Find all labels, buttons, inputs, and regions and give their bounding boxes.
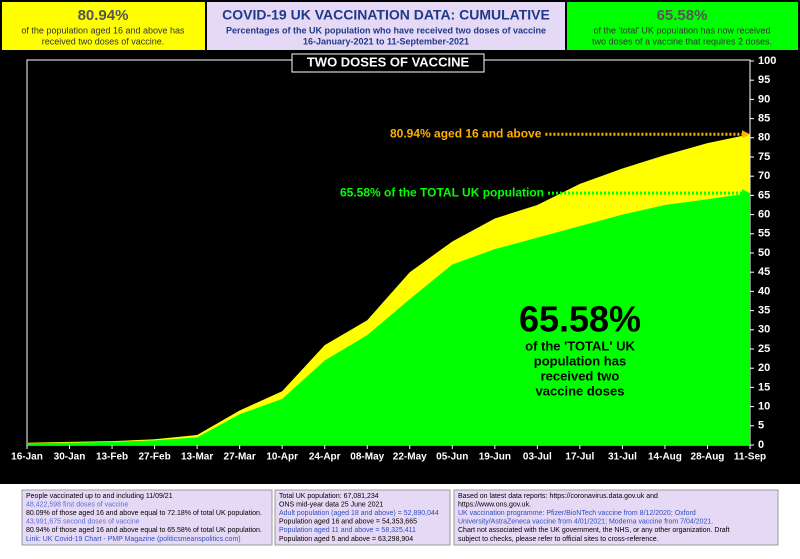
footer-text: https://www.ons.gov.uk.	[458, 501, 531, 508]
footer-text: Chart not associated with the UK governm…	[458, 527, 730, 534]
y-tick-label: 75	[758, 151, 770, 163]
footer-text: UK vaccination programme: Pfizer/BioNTec…	[458, 510, 696, 517]
footer-text: 80.09% of those aged 16 and above equal …	[26, 510, 262, 517]
footer-text: Adult population (aged 18 and above) = 5…	[279, 510, 439, 517]
x-tick-label: 22-May	[393, 452, 427, 463]
footer-text: University/AstraZeneca vaccine from 4/01…	[458, 519, 713, 526]
chart-title: COVID-19 UK VACCINATION DATA: CUMULATIVE	[222, 7, 550, 23]
big-text: vaccine doses	[536, 383, 625, 398]
header-text: of the population aged 16 and above has	[21, 25, 185, 35]
y-tick-label: 60	[758, 209, 770, 221]
x-tick-label: 19-Jun	[479, 452, 511, 463]
y-tick-label: 70	[758, 170, 770, 182]
y-tick-label: 40	[758, 285, 770, 297]
y-tick-label: 85	[758, 113, 770, 125]
footer-box	[21, 489, 273, 546]
annotation: 80.94% aged 16 and above	[390, 126, 542, 140]
y-tick-label: 45	[758, 266, 770, 278]
header-value: 65.58%	[657, 7, 708, 24]
chart-subtitle: Percentages of the UK population who hav…	[226, 25, 546, 35]
y-tick-label: 30	[758, 324, 770, 336]
y-tick-label: 15	[758, 381, 770, 393]
header-left	[2, 2, 205, 50]
header-value: 80.94%	[78, 7, 129, 24]
footer-text: 48,422,598 first doses of vaccine	[26, 501, 128, 508]
x-tick-label: 17-Jul	[565, 452, 594, 463]
y-tick-label: 80	[758, 132, 770, 144]
arrow-head	[742, 130, 750, 139]
x-tick-label: 03-Jul	[523, 452, 552, 463]
footer-box	[274, 489, 451, 546]
x-tick-label: 13-Feb	[96, 452, 128, 463]
y-tick-label: 10	[758, 401, 770, 413]
x-tick-label: 24-Apr	[309, 452, 341, 463]
header-right	[567, 2, 798, 50]
footer-text: Link: UK Covid-19 Chart - PMP Magazine (…	[26, 536, 241, 543]
footer-text: 80.94% of those aged 16 and above equal …	[26, 527, 262, 534]
date-range: 16-January-2021 to 11-September-2021	[303, 36, 469, 46]
y-tick-label: 95	[758, 74, 770, 86]
header-text: of the 'total' UK population has now rec…	[593, 25, 770, 35]
x-tick-label: 16-Jan	[11, 452, 43, 463]
big-text: received two	[541, 368, 620, 383]
x-tick-label: 13-Mar	[181, 452, 213, 463]
footer-text: People vaccinated up to and including 11…	[26, 493, 173, 500]
arrow-head	[742, 189, 750, 198]
footer-text: Based on latest data reports: https://co…	[458, 493, 658, 500]
y-tick-label: 25	[758, 343, 770, 355]
x-tick-label: 28-Aug	[691, 452, 725, 463]
x-tick-label: 30-Jan	[54, 452, 86, 463]
y-tick-label: 5	[758, 420, 764, 432]
header-text: received two doses of vaccine.	[42, 36, 165, 46]
panel-title: TWO DOSES OF VACCINE	[307, 54, 470, 69]
y-tick-label: 90	[758, 93, 770, 105]
area	[27, 193, 750, 445]
footer-box	[453, 489, 779, 546]
footer-text: Total UK population: 67,081,234	[279, 493, 379, 500]
x-tick-label: 08-May	[350, 452, 384, 463]
footer-text: 43,991,675 second doses of vaccine	[26, 519, 140, 526]
x-tick-label: 27-Mar	[224, 452, 256, 463]
y-tick-label: 0	[758, 439, 764, 451]
footer-text: ONS mid-year data 25 June 2021	[279, 501, 383, 508]
big-number: 65.58%	[519, 299, 641, 340]
y-tick-label: 65	[758, 189, 770, 201]
header-text: two doses of a vaccine that requires 2 d…	[592, 36, 772, 46]
y-tick-label: 35	[758, 305, 770, 317]
x-tick-label: 27-Feb	[138, 452, 170, 463]
x-tick-label: 10-Apr	[266, 452, 298, 463]
big-text: of the 'TOTAL' UK	[525, 338, 635, 353]
y-tick-label: 100	[758, 55, 776, 67]
x-tick-label: 31-Jul	[608, 452, 637, 463]
big-text: population has	[534, 353, 626, 368]
footer-text: Population aged 16 and above = 54,353,66…	[279, 519, 417, 526]
x-tick-label: 05-Jun	[436, 452, 468, 463]
footer-text: Population aged 5 and above = 63,298,904	[279, 536, 413, 543]
footer-text: subject to checks, please refer to offic…	[458, 536, 659, 543]
y-tick-label: 50	[758, 247, 770, 259]
x-tick-label: 14-Aug	[648, 452, 682, 463]
footer-text: Population aged 11 and above = 58,325,41…	[279, 527, 416, 534]
x-tick-label: 11-Sep	[734, 452, 766, 463]
y-tick-label: 20	[758, 362, 770, 374]
panel-title-box	[291, 53, 485, 73]
y-tick-label: 55	[758, 228, 770, 240]
header-title	[207, 2, 565, 50]
annotation: 65.58% of the TOTAL UK population	[340, 185, 544, 199]
